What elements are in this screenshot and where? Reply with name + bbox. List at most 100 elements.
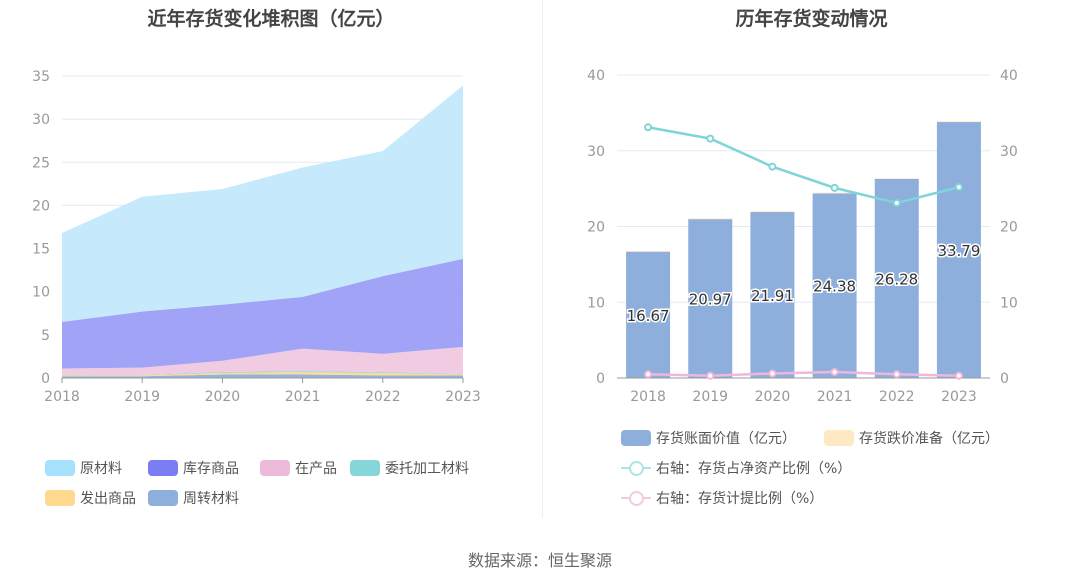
x-tick-label: 2023 — [445, 389, 481, 405]
bar-存货账面价值（亿元） — [812, 193, 857, 378]
bar-value-label: 24.38 — [813, 278, 856, 296]
y2-tick-label: 10 — [1000, 295, 1018, 311]
y-tick-label: 0 — [596, 371, 605, 387]
area-在产品 — [62, 346, 463, 375]
y2-tick-label: 30 — [1000, 144, 1018, 160]
legend-item[interactable]: 发出商品 — [45, 488, 136, 508]
x-tick-label: 2021 — [817, 389, 853, 405]
legend-item[interactable]: 右轴：存货计提比例（%） — [621, 488, 823, 508]
x-tick-label: 2019 — [124, 389, 160, 405]
line-point — [830, 367, 839, 376]
y-tick-label: 5 — [41, 328, 50, 344]
x-tick-label: 2022 — [879, 389, 915, 405]
legend-item[interactable]: 库存商品 — [148, 458, 239, 478]
divider — [542, 0, 543, 518]
line-point — [706, 371, 715, 380]
bar-存货跌价准备（亿元） — [688, 218, 733, 220]
legend-swatch — [45, 460, 75, 476]
x-tick-label: 2019 — [692, 389, 728, 405]
y-tick-label: 35 — [32, 69, 50, 85]
legend-label: 右轴：存货占净资产比例（%） — [656, 461, 852, 477]
bar-存货账面价值（亿元） — [750, 212, 795, 378]
legend-swatch — [350, 460, 380, 476]
legend-swatch — [260, 460, 290, 476]
area-周转材料 — [62, 374, 463, 378]
legend-item[interactable]: 右轴：存货占净资产比例（%） — [621, 458, 851, 478]
left-chart-title: 近年存货变化堆积图（亿元） — [147, 8, 395, 30]
legend-swatch — [148, 490, 178, 506]
legend-item[interactable]: 在产品 — [260, 458, 337, 478]
y-tick-label: 30 — [32, 112, 50, 128]
line-point — [954, 183, 963, 192]
y-tick-label: 25 — [32, 155, 50, 171]
x-tick-label: 2023 — [941, 389, 977, 405]
bar-存货账面价值（亿元） — [936, 122, 981, 379]
bar-value-label: 26.28 — [875, 270, 918, 288]
y2-tick-label: 20 — [1000, 220, 1018, 236]
source-text: 数据来源：恒生聚源 — [467, 551, 612, 570]
legend-label: 委托加工材料 — [385, 461, 469, 477]
line-point — [768, 162, 777, 171]
legend-item[interactable]: 存货账面价值（亿元） — [621, 428, 796, 448]
y-tick-label: 20 — [587, 220, 605, 236]
y-tick-label: 10 — [32, 285, 50, 301]
legend-item[interactable]: 原材料 — [45, 458, 122, 478]
legend-label: 库存商品 — [183, 461, 239, 477]
bar-存货账面价值（亿元） — [874, 178, 919, 378]
y2-tick-label: 0 — [1000, 371, 1009, 387]
bar-存货跌价准备（亿元） — [626, 250, 671, 252]
legend-label: 周转材料 — [183, 491, 239, 507]
bar-存货跌价准备（亿元） — [936, 121, 981, 123]
y-tick-label: 40 — [587, 68, 605, 84]
bar-value-label: 20.97 — [689, 291, 732, 309]
bar-存货跌价准备（亿元） — [874, 178, 919, 179]
right-chart-title: 历年存货变动情况 — [735, 8, 888, 30]
line-point — [892, 199, 901, 208]
y-tick-label: 20 — [32, 198, 50, 214]
legend-line-icon — [621, 460, 651, 476]
legend-item[interactable]: 周转材料 — [148, 488, 239, 508]
line-point — [892, 370, 901, 379]
legend-label: 原材料 — [80, 461, 122, 477]
legend-swatch — [621, 430, 651, 446]
legend-line-icon — [621, 490, 651, 506]
area-委托加工材料 — [62, 371, 463, 376]
line-point — [706, 134, 715, 143]
legend-item[interactable]: 委托加工材料 — [350, 458, 469, 478]
x-tick-label: 2018 — [44, 389, 80, 405]
line-point — [644, 123, 653, 132]
legend-label: 存货跌价准备（亿元） — [859, 431, 999, 447]
line-右轴：存货计提比例（%） — [648, 370, 959, 377]
line-point — [768, 369, 777, 378]
x-tick-label: 2021 — [285, 389, 321, 405]
area-库存商品 — [62, 258, 463, 369]
legend-item[interactable]: 存货跌价准备（亿元） — [824, 428, 999, 448]
legend-label: 右轴：存货计提比例（%） — [656, 491, 824, 507]
area-原材料 — [62, 85, 463, 322]
x-tick-label: 2020 — [205, 389, 241, 405]
line-point — [830, 183, 839, 192]
line-point — [644, 370, 653, 379]
legend-label: 发出商品 — [80, 491, 136, 507]
line-point — [954, 371, 963, 380]
line-右轴：存货占净资产比例（%） — [647, 126, 960, 205]
x-tick-label: 2018 — [630, 389, 666, 405]
y-tick-label: 0 — [41, 371, 50, 387]
legend-swatch — [45, 490, 75, 506]
y2-tick-label: 40 — [1000, 68, 1018, 84]
bar-存货跌价准备（亿元） — [750, 211, 795, 213]
bar-存货账面价值（亿元） — [688, 219, 733, 378]
y-tick-label: 10 — [587, 295, 605, 311]
bar-value-label: 33.79 — [937, 242, 980, 260]
legend-label: 在产品 — [295, 461, 337, 477]
bar-value-label: 16.67 — [627, 307, 670, 325]
bar-value-label: 21.91 — [751, 287, 794, 305]
x-tick-label: 2020 — [755, 389, 791, 405]
y-tick-label: 30 — [587, 144, 605, 160]
y-tick-label: 15 — [32, 242, 50, 258]
x-tick-label: 2022 — [365, 389, 401, 405]
legend-swatch — [824, 430, 854, 446]
legend-swatch — [148, 460, 178, 476]
bar-存货跌价准备（亿元） — [812, 192, 857, 194]
